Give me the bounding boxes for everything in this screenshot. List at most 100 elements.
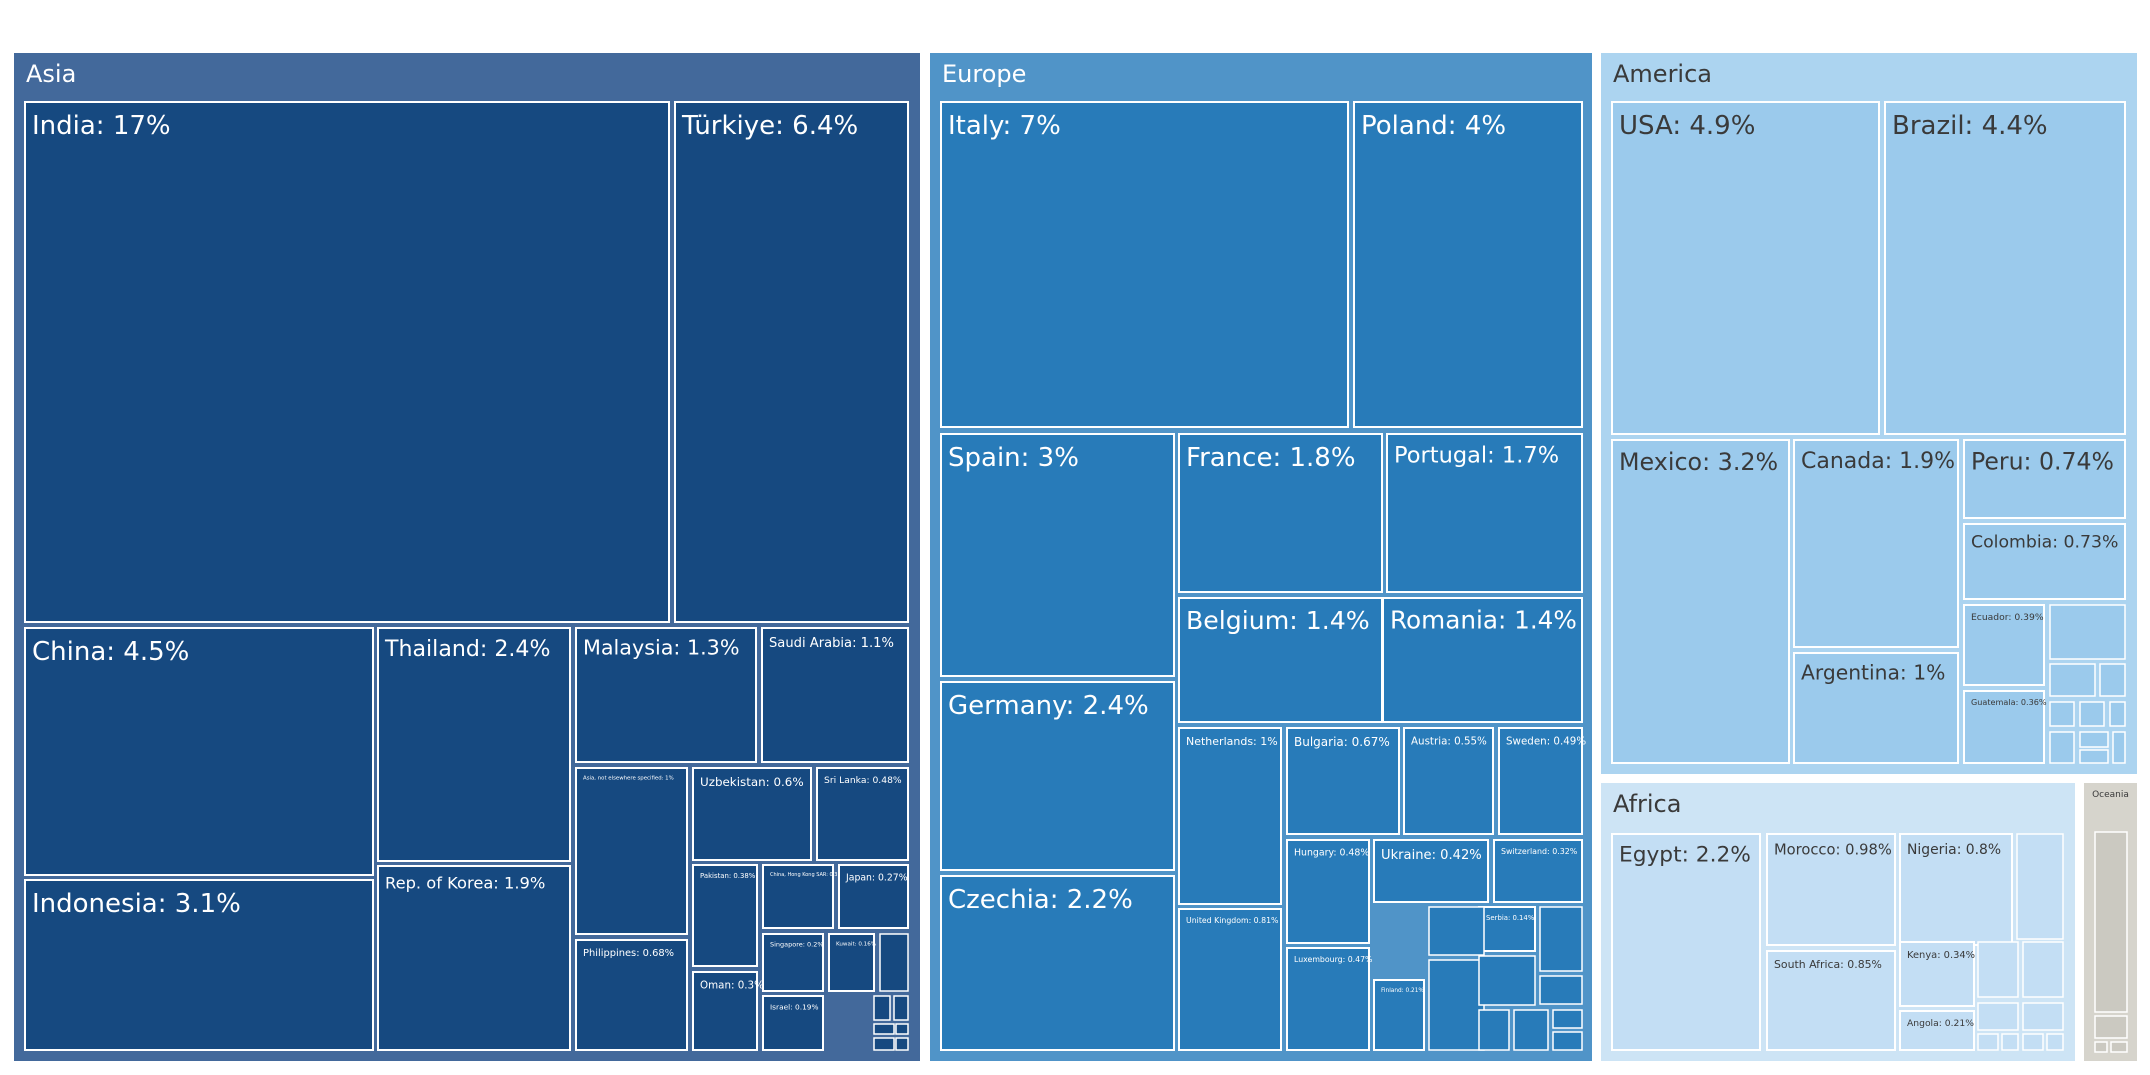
tile-china-hong-kong-sar[interactable]: China, Hong Kong SAR: 0.31% (762, 864, 846, 929)
small-tile[interactable] (2049, 663, 2096, 697)
tile-bulgaria[interactable]: Bulgaria: 0.67% (1286, 727, 1400, 835)
tile-thailand[interactable]: Thailand: 2.4% (377, 627, 571, 862)
tile-morocco[interactable]: Morocco: 0.98% (1766, 833, 1896, 946)
tile-spain[interactable]: Spain: 3% (940, 433, 1175, 677)
tile-austria[interactable]: Austria: 0.55% (1403, 727, 1494, 835)
tile-label: United Kingdom: 0.81% (1186, 916, 1278, 925)
small-tile[interactable] (2079, 749, 2109, 764)
small-tile[interactable] (1513, 1009, 1549, 1051)
tile-china[interactable]: China: 4.5% (24, 627, 374, 876)
tile-malaysia[interactable]: Malaysia: 1.3% (575, 627, 757, 763)
tile-portugal[interactable]: Portugal: 1.7% (1386, 433, 1583, 593)
tile-serbia[interactable]: Serbia: 0.14% (1478, 906, 1536, 952)
small-tile[interactable] (2001, 1033, 2019, 1051)
small-tile[interactable] (1977, 1002, 2019, 1031)
tile-netherlands[interactable]: Netherlands: 1% (1178, 727, 1282, 905)
small-tile[interactable] (2099, 663, 2126, 697)
small-tile[interactable] (2022, 1002, 2064, 1031)
tile-kuwait[interactable]: Kuwait: 0.16% (828, 933, 876, 992)
tile-italy[interactable]: Italy: 7% (940, 101, 1349, 428)
tile-mexico[interactable]: Mexico: 3.2% (1611, 439, 1790, 764)
tile-kenya[interactable]: Kenya: 0.34% (1899, 941, 1975, 1007)
tile-luxembourg[interactable]: Luxembourg: 0.47% (1286, 947, 1372, 1051)
small-tile[interactable] (2079, 731, 2109, 748)
tile-label: Japan: 0.27% (845, 872, 908, 883)
small-tile[interactable] (893, 995, 909, 1021)
small-tile[interactable] (2109, 701, 2126, 727)
tile-sri-lanka[interactable]: Sri Lanka: 0.48% (816, 767, 909, 861)
tile-sweden[interactable]: Sweden: 0.49% (1498, 727, 1586, 835)
tile-colombia[interactable]: Colombia: 0.73% (1963, 523, 2126, 600)
small-tile[interactable] (1428, 959, 1485, 1051)
tile-peru[interactable]: Peru: 0.74% (1963, 439, 2126, 519)
tile-indonesia[interactable]: Indonesia: 3.1% (24, 879, 374, 1051)
tile-hungary[interactable]: Hungary: 0.48% (1286, 839, 1370, 944)
tile-romania[interactable]: Romania: 1.4% (1382, 597, 1583, 723)
small-tile[interactable] (873, 1023, 895, 1035)
tile-rep-of-korea[interactable]: Rep. of Korea: 1.9% (377, 865, 571, 1051)
small-tile[interactable] (2049, 604, 2126, 660)
tile-philippines[interactable]: Philippines: 0.68% (575, 939, 688, 1051)
small-tile[interactable] (873, 1037, 895, 1051)
tile-india[interactable]: India: 17% (24, 101, 670, 623)
tile-singapore[interactable]: Singapore: 0.2% (762, 933, 824, 992)
small-tile[interactable] (2094, 1015, 2128, 1039)
small-tile[interactable] (1478, 955, 1536, 1006)
small-tile[interactable] (2094, 1041, 2108, 1053)
tile-switzerland[interactable]: Switzerland: 0.32% (1493, 839, 1583, 903)
small-tile[interactable] (2049, 731, 2075, 764)
tile-rect (1286, 947, 1370, 1051)
small-tile[interactable] (1977, 1033, 1999, 1051)
tile-rect (674, 101, 909, 623)
tile-poland[interactable]: Poland: 4% (1353, 101, 1583, 428)
small-tile[interactable] (1977, 941, 2019, 998)
small-tile[interactable] (2046, 1033, 2064, 1051)
tile-south-africa[interactable]: South Africa: 0.85% (1766, 950, 1896, 1051)
tile-rect (762, 864, 834, 929)
small-tile[interactable] (1478, 1009, 1510, 1051)
tile-united-kingdom[interactable]: United Kingdom: 0.81% (1178, 908, 1282, 1051)
small-tile[interactable] (873, 995, 891, 1021)
tile-ukraine[interactable]: Ukraine: 0.42% (1373, 839, 1489, 903)
tile-ecuador[interactable]: Ecuador: 0.39% (1963, 604, 2045, 686)
tile-pakistan[interactable]: Pakistan: 0.38% (692, 864, 758, 967)
small-tile[interactable] (1539, 906, 1583, 972)
small-tile[interactable] (1428, 906, 1485, 956)
tile-brazil[interactable]: Brazil: 4.4% (1884, 101, 2126, 435)
tile-angola[interactable]: Angola: 0.21% (1899, 1010, 1975, 1051)
small-tile[interactable] (895, 1023, 909, 1035)
tile-nigeria[interactable]: Nigeria: 0.8% (1899, 833, 2013, 946)
tile-egypt[interactable]: Egypt: 2.2% (1611, 833, 1761, 1051)
small-tile[interactable] (2022, 941, 2064, 998)
tile-japan[interactable]: Japan: 0.27% (838, 864, 909, 929)
small-tile[interactable] (2110, 1041, 2128, 1053)
small-tile[interactable] (2022, 1033, 2044, 1051)
tile-israel[interactable]: Israel: 0.19% (762, 995, 824, 1051)
small-tile[interactable] (2049, 701, 2075, 727)
small-tile[interactable] (1552, 1009, 1583, 1029)
tile-oman[interactable]: Oman: 0.3% (692, 971, 764, 1051)
tile-guatemala[interactable]: Guatemala: 0.36% (1963, 690, 2047, 764)
tile-argentina[interactable]: Argentina: 1% (1793, 652, 1959, 764)
tile-saudi-arabia[interactable]: Saudi Arabia: 1.1% (761, 627, 909, 763)
tile-finland[interactable]: Finland: 0.21% (1373, 979, 1425, 1051)
small-tile[interactable] (1539, 975, 1583, 1005)
tile-belgium[interactable]: Belgium: 1.4% (1178, 597, 1383, 723)
tile-canada[interactable]: Canada: 1.9% (1793, 439, 1959, 648)
tile-france[interactable]: France: 1.8% (1178, 433, 1383, 593)
small-tile[interactable] (2112, 731, 2126, 764)
tile-label: Türkiye: 6.4% (681, 111, 858, 141)
small-tile[interactable] (1552, 1031, 1583, 1051)
tile-czechia[interactable]: Czechia: 2.2% (940, 875, 1175, 1051)
small-tile[interactable] (2016, 833, 2064, 940)
tile-label: Philippines: 0.68% (583, 948, 674, 959)
small-tile[interactable] (895, 1037, 909, 1051)
tile-uzbekistan[interactable]: Uzbekistan: 0.6% (692, 767, 812, 861)
tile-usa[interactable]: USA: 4.9% (1611, 101, 1880, 435)
tile-asia-not-elsewhere-specified[interactable]: Asia, not elsewhere specified: 1% (575, 767, 688, 935)
small-tile[interactable] (2079, 701, 2105, 727)
small-tile[interactable] (2094, 831, 2128, 1013)
small-tile[interactable] (879, 933, 909, 992)
tile-germany[interactable]: Germany: 2.4% (940, 681, 1175, 871)
tile-t-rkiye[interactable]: Türkiye: 6.4% (674, 101, 909, 623)
